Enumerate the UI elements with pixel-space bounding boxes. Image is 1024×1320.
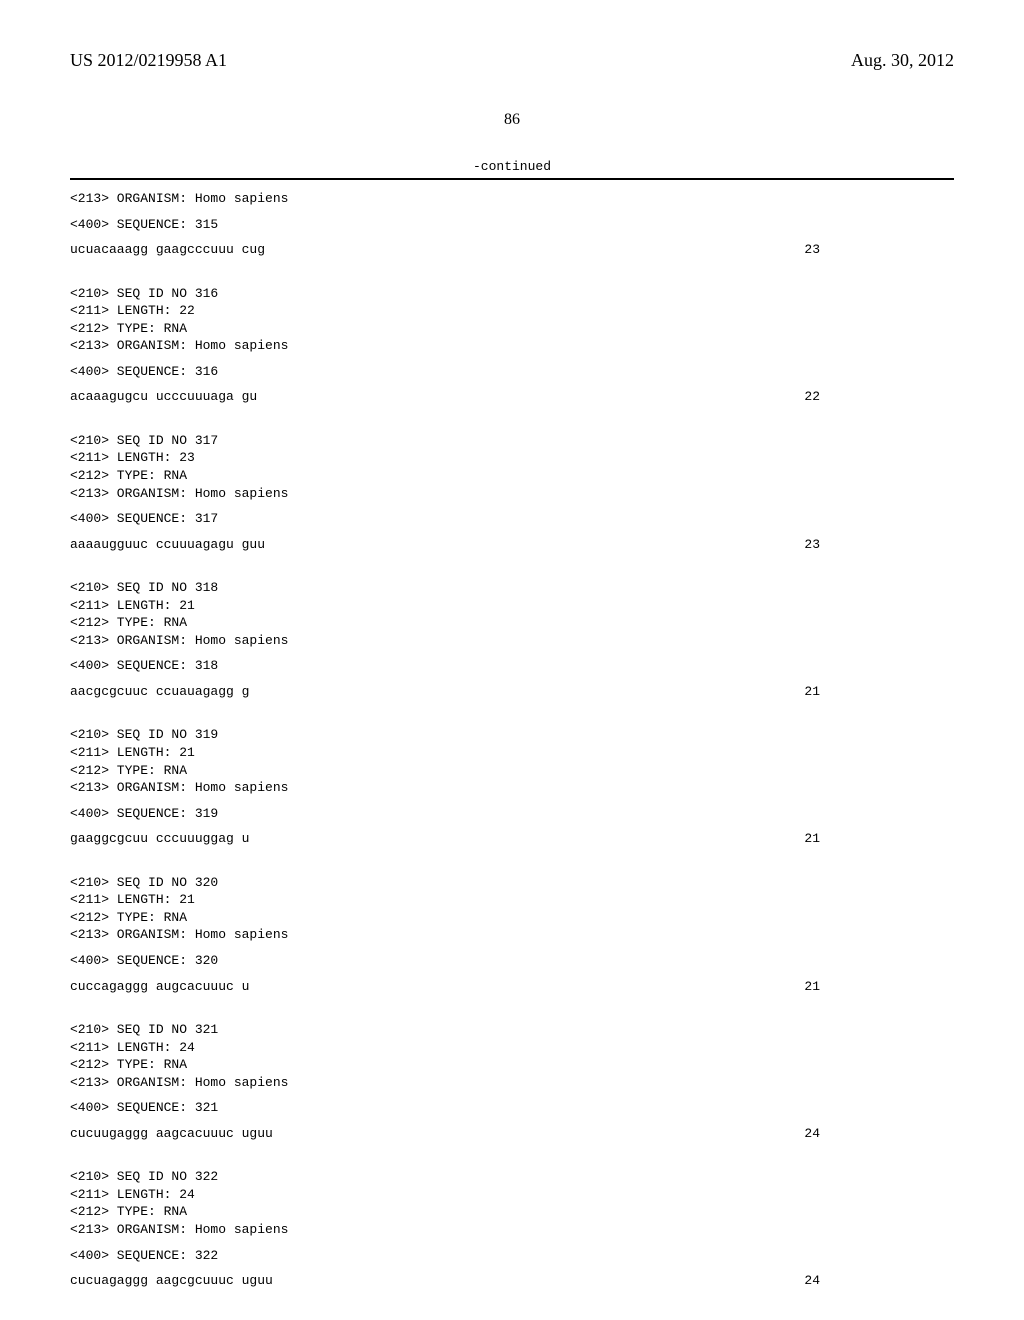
seq-meta-line: <213> ORGANISM: Homo sapiens — [70, 632, 954, 650]
sequence-listing: <213> ORGANISM: Homo sapiens <400> SEQUEN… — [70, 190, 954, 1290]
publication-date: Aug. 30, 2012 — [851, 50, 954, 71]
seq-meta-line: <213> ORGANISM: Homo sapiens — [70, 190, 954, 208]
seq-meta-line: <211> LENGTH: 21 — [70, 744, 954, 762]
spacer — [70, 259, 954, 277]
spacer — [70, 822, 954, 830]
page-header: US 2012/0219958 A1 Aug. 30, 2012 — [70, 50, 954, 71]
spacer — [70, 502, 954, 510]
seq-meta-line: <211> LENGTH: 21 — [70, 891, 954, 909]
sequence-length: 24 — [804, 1272, 830, 1290]
seq-meta-line: <210> SEQ ID NO 321 — [70, 1021, 954, 1039]
top-rule — [70, 178, 954, 180]
spacer — [70, 528, 954, 536]
sequence-text: aacgcgcuuc ccuauagagg g — [70, 683, 249, 701]
seq-meta-line: <212> TYPE: RNA — [70, 467, 954, 485]
spacer — [70, 649, 954, 657]
seq-meta-line: <210> SEQ ID NO 316 — [70, 285, 954, 303]
seq-meta-line: <212> TYPE: RNA — [70, 909, 954, 927]
seq-400-line: <400> SEQUENCE: 319 — [70, 805, 954, 823]
seq-400-line: <400> SEQUENCE: 318 — [70, 657, 954, 675]
sequence-length: 21 — [804, 830, 830, 848]
seq-meta-line: <210> SEQ ID NO 319 — [70, 726, 954, 744]
sequence-length: 23 — [804, 536, 830, 554]
sequence-row: cucuagaggg aagcgcuuuc uguu 24 — [70, 1272, 830, 1290]
page-number: 86 — [70, 111, 954, 129]
seq-meta-line: <212> TYPE: RNA — [70, 1203, 954, 1221]
sequence-row: aaaaugguuc ccuuuagagu guu 23 — [70, 536, 830, 554]
spacer — [70, 700, 954, 718]
seq-meta-line: <213> ORGANISM: Homo sapiens — [70, 1221, 954, 1239]
sequence-length: 21 — [804, 978, 830, 996]
seq-meta-line: <211> LENGTH: 23 — [70, 449, 954, 467]
seq-meta-line: <213> ORGANISM: Homo sapiens — [70, 485, 954, 503]
sequence-length: 21 — [804, 683, 830, 701]
seq-meta-line: <210> SEQ ID NO 320 — [70, 874, 954, 892]
spacer — [70, 233, 954, 241]
publication-number: US 2012/0219958 A1 — [70, 50, 227, 71]
sequence-text: cucuagaggg aagcgcuuuc uguu — [70, 1272, 273, 1290]
spacer — [70, 970, 954, 978]
spacer — [70, 1160, 954, 1168]
seq-meta-line: <212> TYPE: RNA — [70, 614, 954, 632]
spacer — [70, 797, 954, 805]
spacer — [70, 1264, 954, 1272]
spacer — [70, 1013, 954, 1021]
sequence-text: aaaaugguuc ccuuuagagu guu — [70, 536, 265, 554]
spacer — [70, 848, 954, 866]
spacer — [70, 571, 954, 579]
seq-400-line: <400> SEQUENCE: 316 — [70, 363, 954, 381]
spacer — [70, 1117, 954, 1125]
spacer — [70, 866, 954, 874]
seq-400-line: <400> SEQUENCE: 317 — [70, 510, 954, 528]
sequence-row: cuccagaggg augcacuuuc u 21 — [70, 978, 830, 996]
spacer — [70, 355, 954, 363]
seq-meta-line: <210> SEQ ID NO 317 — [70, 432, 954, 450]
seq-meta-line: <211> LENGTH: 22 — [70, 302, 954, 320]
seq-meta-line: <210> SEQ ID NO 318 — [70, 579, 954, 597]
seq-meta-line: <213> ORGANISM: Homo sapiens — [70, 926, 954, 944]
spacer — [70, 1239, 954, 1247]
sequence-text: ucuacaaagg gaagcccuuu cug — [70, 241, 265, 259]
seq-meta-line: <212> TYPE: RNA — [70, 1056, 954, 1074]
spacer — [70, 380, 954, 388]
seq-meta-line: <211> LENGTH: 24 — [70, 1039, 954, 1057]
spacer — [70, 277, 954, 285]
spacer — [70, 718, 954, 726]
spacer — [70, 424, 954, 432]
spacer — [70, 995, 954, 1013]
spacer — [70, 1091, 954, 1099]
sequence-text: cucuugaggg aagcacuuuc uguu — [70, 1125, 273, 1143]
spacer — [70, 1142, 954, 1160]
spacer — [70, 406, 954, 424]
seq-meta-line: <213> ORGANISM: Homo sapiens — [70, 779, 954, 797]
seq-meta-line: <212> TYPE: RNA — [70, 320, 954, 338]
seq-400-line: <400> SEQUENCE: 315 — [70, 216, 954, 234]
sequence-row: cucuugaggg aagcacuuuc uguu 24 — [70, 1125, 830, 1143]
seq-meta-line: <213> ORGANISM: Homo sapiens — [70, 337, 954, 355]
seq-meta-line: <210> SEQ ID NO 322 — [70, 1168, 954, 1186]
sequence-text: cuccagaggg augcacuuuc u — [70, 978, 249, 996]
continued-label: -continued — [70, 159, 954, 174]
sequence-row: gaaggcgcuu cccuuuggag u 21 — [70, 830, 830, 848]
seq-meta-line: <213> ORGANISM: Homo sapiens — [70, 1074, 954, 1092]
sequence-text: acaaagugcu ucccuuuaga gu — [70, 388, 257, 406]
seq-400-line: <400> SEQUENCE: 321 — [70, 1099, 954, 1117]
sequence-row: ucuacaaagg gaagcccuuu cug 23 — [70, 241, 830, 259]
seq-400-line: <400> SEQUENCE: 320 — [70, 952, 954, 970]
sequence-length: 22 — [804, 388, 830, 406]
sequence-row: acaaagugcu ucccuuuaga gu 22 — [70, 388, 830, 406]
seq-meta-line: <212> TYPE: RNA — [70, 762, 954, 780]
seq-meta-line: <211> LENGTH: 24 — [70, 1186, 954, 1204]
seq-400-line: <400> SEQUENCE: 322 — [70, 1247, 954, 1265]
sequence-row: aacgcgcuuc ccuauagagg g 21 — [70, 683, 830, 701]
seq-meta-line: <211> LENGTH: 21 — [70, 597, 954, 615]
sequence-text: gaaggcgcuu cccuuuggag u — [70, 830, 249, 848]
spacer — [70, 208, 954, 216]
sequence-length: 23 — [804, 241, 830, 259]
spacer — [70, 944, 954, 952]
spacer — [70, 553, 954, 571]
spacer — [70, 675, 954, 683]
sequence-length: 24 — [804, 1125, 830, 1143]
